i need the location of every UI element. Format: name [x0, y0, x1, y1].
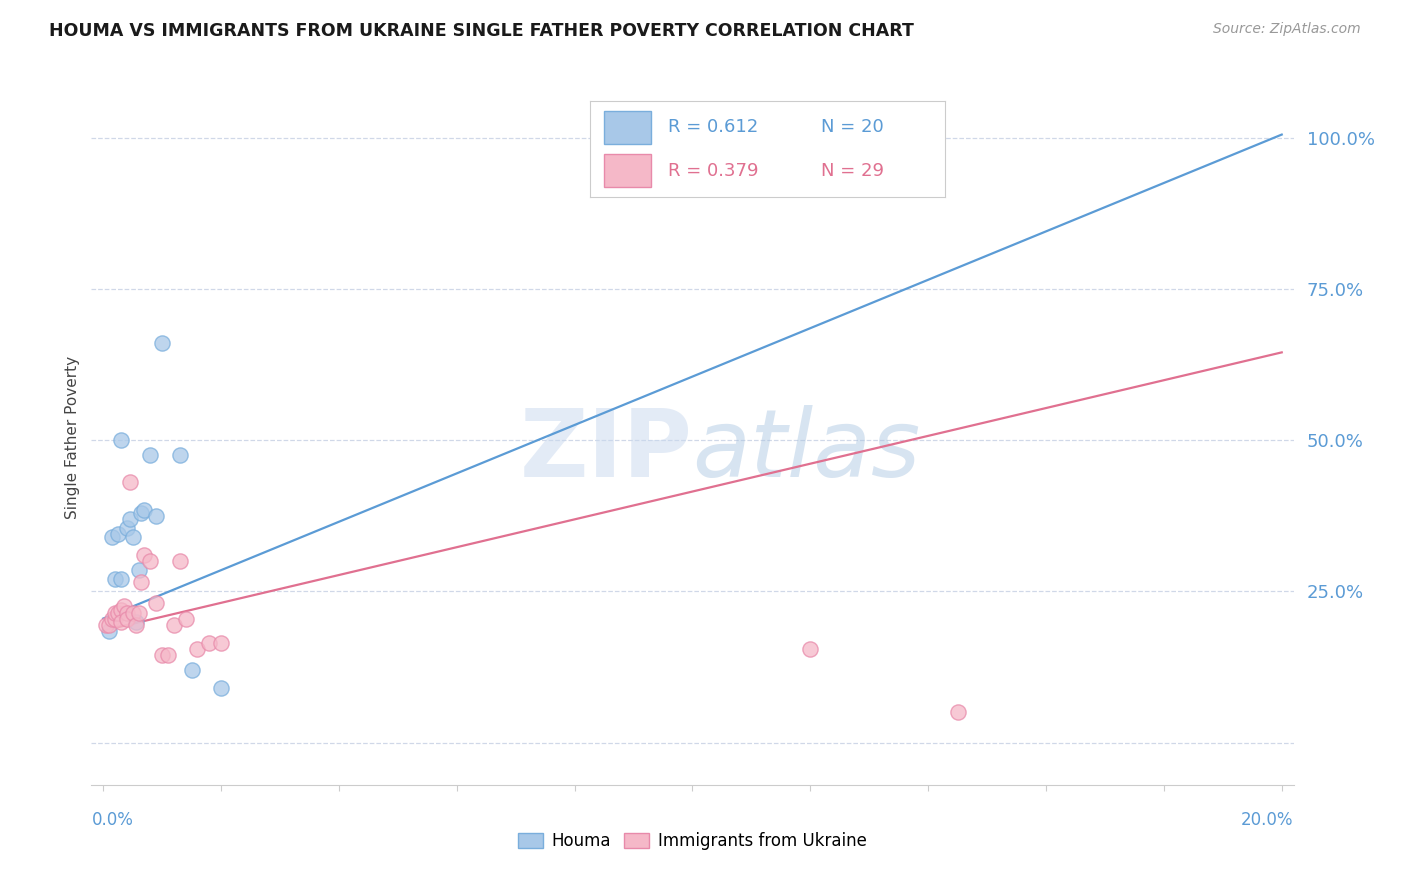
- Point: [118, 475, 141, 490]
- Text: atlas: atlas: [692, 406, 921, 497]
- Point: [118, 512, 141, 526]
- Point: [121, 530, 143, 544]
- Point: [946, 706, 969, 720]
- Text: Source: ZipAtlas.com: Source: ZipAtlas.com: [1213, 22, 1361, 37]
- Point: [104, 611, 127, 625]
- Point: [174, 611, 197, 625]
- Point: [145, 597, 167, 611]
- Point: [150, 648, 173, 662]
- Point: [917, 130, 939, 145]
- Point: [139, 554, 162, 568]
- Point: [209, 681, 232, 695]
- Point: [115, 606, 138, 620]
- Point: [94, 617, 117, 632]
- Point: [104, 606, 127, 620]
- Point: [150, 336, 173, 351]
- Point: [198, 636, 221, 650]
- Point: [101, 611, 124, 625]
- Point: [131, 506, 153, 520]
- Point: [98, 624, 121, 638]
- Point: [131, 575, 153, 590]
- Text: 20.0%: 20.0%: [1241, 811, 1294, 829]
- Point: [110, 433, 132, 447]
- Point: [799, 641, 821, 656]
- Point: [169, 554, 191, 568]
- Point: [110, 572, 132, 586]
- Legend: Houma, Immigrants from Ukraine: Houma, Immigrants from Ukraine: [512, 825, 873, 856]
- Point: [121, 606, 143, 620]
- Text: ZIP: ZIP: [520, 405, 692, 497]
- Point: [98, 617, 121, 632]
- Point: [180, 663, 202, 677]
- Point: [139, 448, 162, 462]
- Point: [124, 615, 146, 629]
- Point: [169, 448, 191, 462]
- Point: [104, 572, 127, 586]
- Point: [110, 602, 132, 616]
- Point: [115, 521, 138, 535]
- Point: [107, 527, 129, 541]
- Point: [115, 611, 138, 625]
- Point: [163, 617, 186, 632]
- Point: [134, 548, 156, 562]
- Point: [124, 617, 146, 632]
- Point: [134, 502, 156, 516]
- Point: [112, 599, 135, 614]
- Point: [107, 606, 129, 620]
- Point: [156, 648, 179, 662]
- Point: [110, 615, 132, 629]
- Text: HOUMA VS IMMIGRANTS FROM UKRAINE SINGLE FATHER POVERTY CORRELATION CHART: HOUMA VS IMMIGRANTS FROM UKRAINE SINGLE …: [49, 22, 914, 40]
- Point: [145, 508, 167, 523]
- Point: [209, 636, 232, 650]
- Point: [128, 606, 150, 620]
- Point: [186, 641, 208, 656]
- Text: 0.0%: 0.0%: [91, 811, 134, 829]
- Y-axis label: Single Father Poverty: Single Father Poverty: [65, 356, 80, 518]
- Point: [128, 563, 150, 577]
- Point: [101, 530, 124, 544]
